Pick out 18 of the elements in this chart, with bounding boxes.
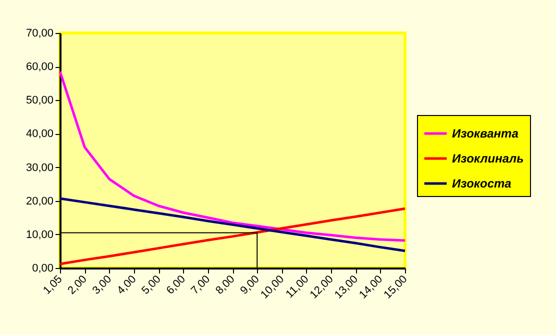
y-tick-label: 40,00: [26, 128, 54, 140]
y-tick-label: 50,00: [26, 94, 54, 107]
x-tick-label: 3,00: [90, 273, 114, 297]
legend-label: Изокоста: [452, 176, 512, 190]
y-tick-label: 20,00: [26, 195, 54, 208]
legend-label: Изоклиналь: [452, 152, 524, 166]
x-tick-label: 9,00: [238, 273, 262, 297]
y-tick-label: 0,00: [32, 262, 54, 274]
x-tick-label: 4,00: [115, 273, 139, 297]
x-tick-label: 7,00: [188, 273, 213, 297]
x-tick-label: 8,00: [214, 273, 238, 297]
x-tick-label: 5,00: [140, 273, 164, 297]
y-tick-label: 30,00: [26, 162, 54, 174]
y-tick-label: 70,00: [26, 28, 54, 40]
y-tick-label: 10,00: [26, 228, 54, 241]
legend-label: Изокванта: [452, 126, 519, 140]
y-tick-label: 60,00: [26, 61, 54, 74]
x-tick-label: 6,00: [164, 273, 188, 297]
